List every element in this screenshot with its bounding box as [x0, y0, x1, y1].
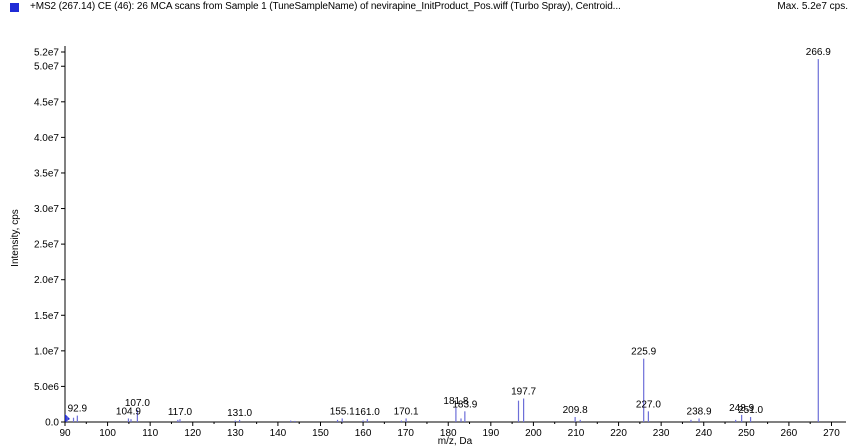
spectrum-color-marker: [10, 3, 19, 12]
peak-label: 161.0: [355, 407, 380, 418]
y-axis-title: Intensity, cps: [10, 209, 21, 267]
x-tick-label: 100: [99, 428, 116, 439]
y-tick-label: 3.5e7: [34, 168, 59, 179]
y-tick-label: 4.0e7: [34, 133, 59, 144]
peak-label: 104.9: [116, 406, 141, 417]
peak-label: 107.0: [125, 398, 150, 409]
x-axis-title: m/z, Da: [438, 436, 473, 447]
y-tick-label: 4.5e7: [34, 97, 59, 108]
peak-label: 251.0: [738, 405, 763, 416]
x-tick-label: 230: [653, 428, 670, 439]
peak-label: 92.9: [68, 404, 88, 415]
x-tick-label: 140: [270, 428, 287, 439]
peak-label: 131.0: [227, 408, 252, 419]
x-tick-label: 90: [59, 428, 71, 439]
y-tick-label: 2.0e7: [34, 275, 59, 286]
chart-axes: 0.0 5.0e6 1.0e7 1.5e7 2.0e7 2.5e7 3.0e7 3.5e7 4.…: [34, 46, 846, 439]
chart-peaks: [66, 59, 819, 422]
x-tick-label: 210: [568, 428, 585, 439]
peak-label: 209.8: [563, 405, 588, 416]
peak-label: 266.9: [806, 47, 831, 58]
x-tick-label: 270: [823, 428, 840, 439]
x-tick-label: 190: [482, 428, 499, 439]
x-tick-label: 130: [227, 428, 244, 439]
x-tick-label: 200: [525, 428, 542, 439]
x-tick-label: 260: [781, 428, 798, 439]
y-tick-label: 3.0e7: [34, 204, 59, 215]
x-tick-label: 160: [355, 428, 372, 439]
x-tick-label: 110: [142, 428, 158, 439]
x-tick-label: 250: [738, 428, 755, 439]
x-tick-label: 180: [440, 428, 457, 439]
peak-label: 227.0: [636, 399, 661, 410]
y-tick-label: 0.0: [45, 418, 59, 429]
x-tick-label: 240: [695, 428, 712, 439]
peak-label: 248.9: [729, 403, 754, 414]
y-tick-label: 5.2e7: [34, 48, 59, 59]
peak-label: 238.9: [687, 406, 712, 417]
peak-label: 181.8: [443, 396, 468, 407]
spectrum-title: +MS2 (267.14) CE (46): 26 MCA scans from…: [30, 1, 621, 12]
peak-label: 183.9: [452, 399, 477, 410]
x-tick-label: 170: [397, 428, 414, 439]
max-intensity-label: Max. 5.2e7 cps.: [777, 1, 848, 12]
x-tick-label: 120: [184, 428, 201, 439]
y-tick-label: 5.0e6: [34, 382, 59, 393]
peak-label: 197.7: [511, 387, 536, 398]
y-tick-label: 1.0e7: [34, 346, 59, 357]
y-tick-label: 5.0e7: [34, 62, 59, 73]
peak-label: 117.0: [168, 407, 193, 418]
peak-label: 155.1: [330, 406, 355, 417]
y-tick-label: 2.5e7: [34, 240, 59, 251]
x-tick-label: 220: [610, 428, 627, 439]
peak-label: 225.9: [631, 347, 656, 358]
y-tick-label: 1.5e7: [34, 311, 59, 322]
x-tick-label: 150: [312, 428, 329, 439]
peak-label: 170.1: [394, 406, 419, 417]
